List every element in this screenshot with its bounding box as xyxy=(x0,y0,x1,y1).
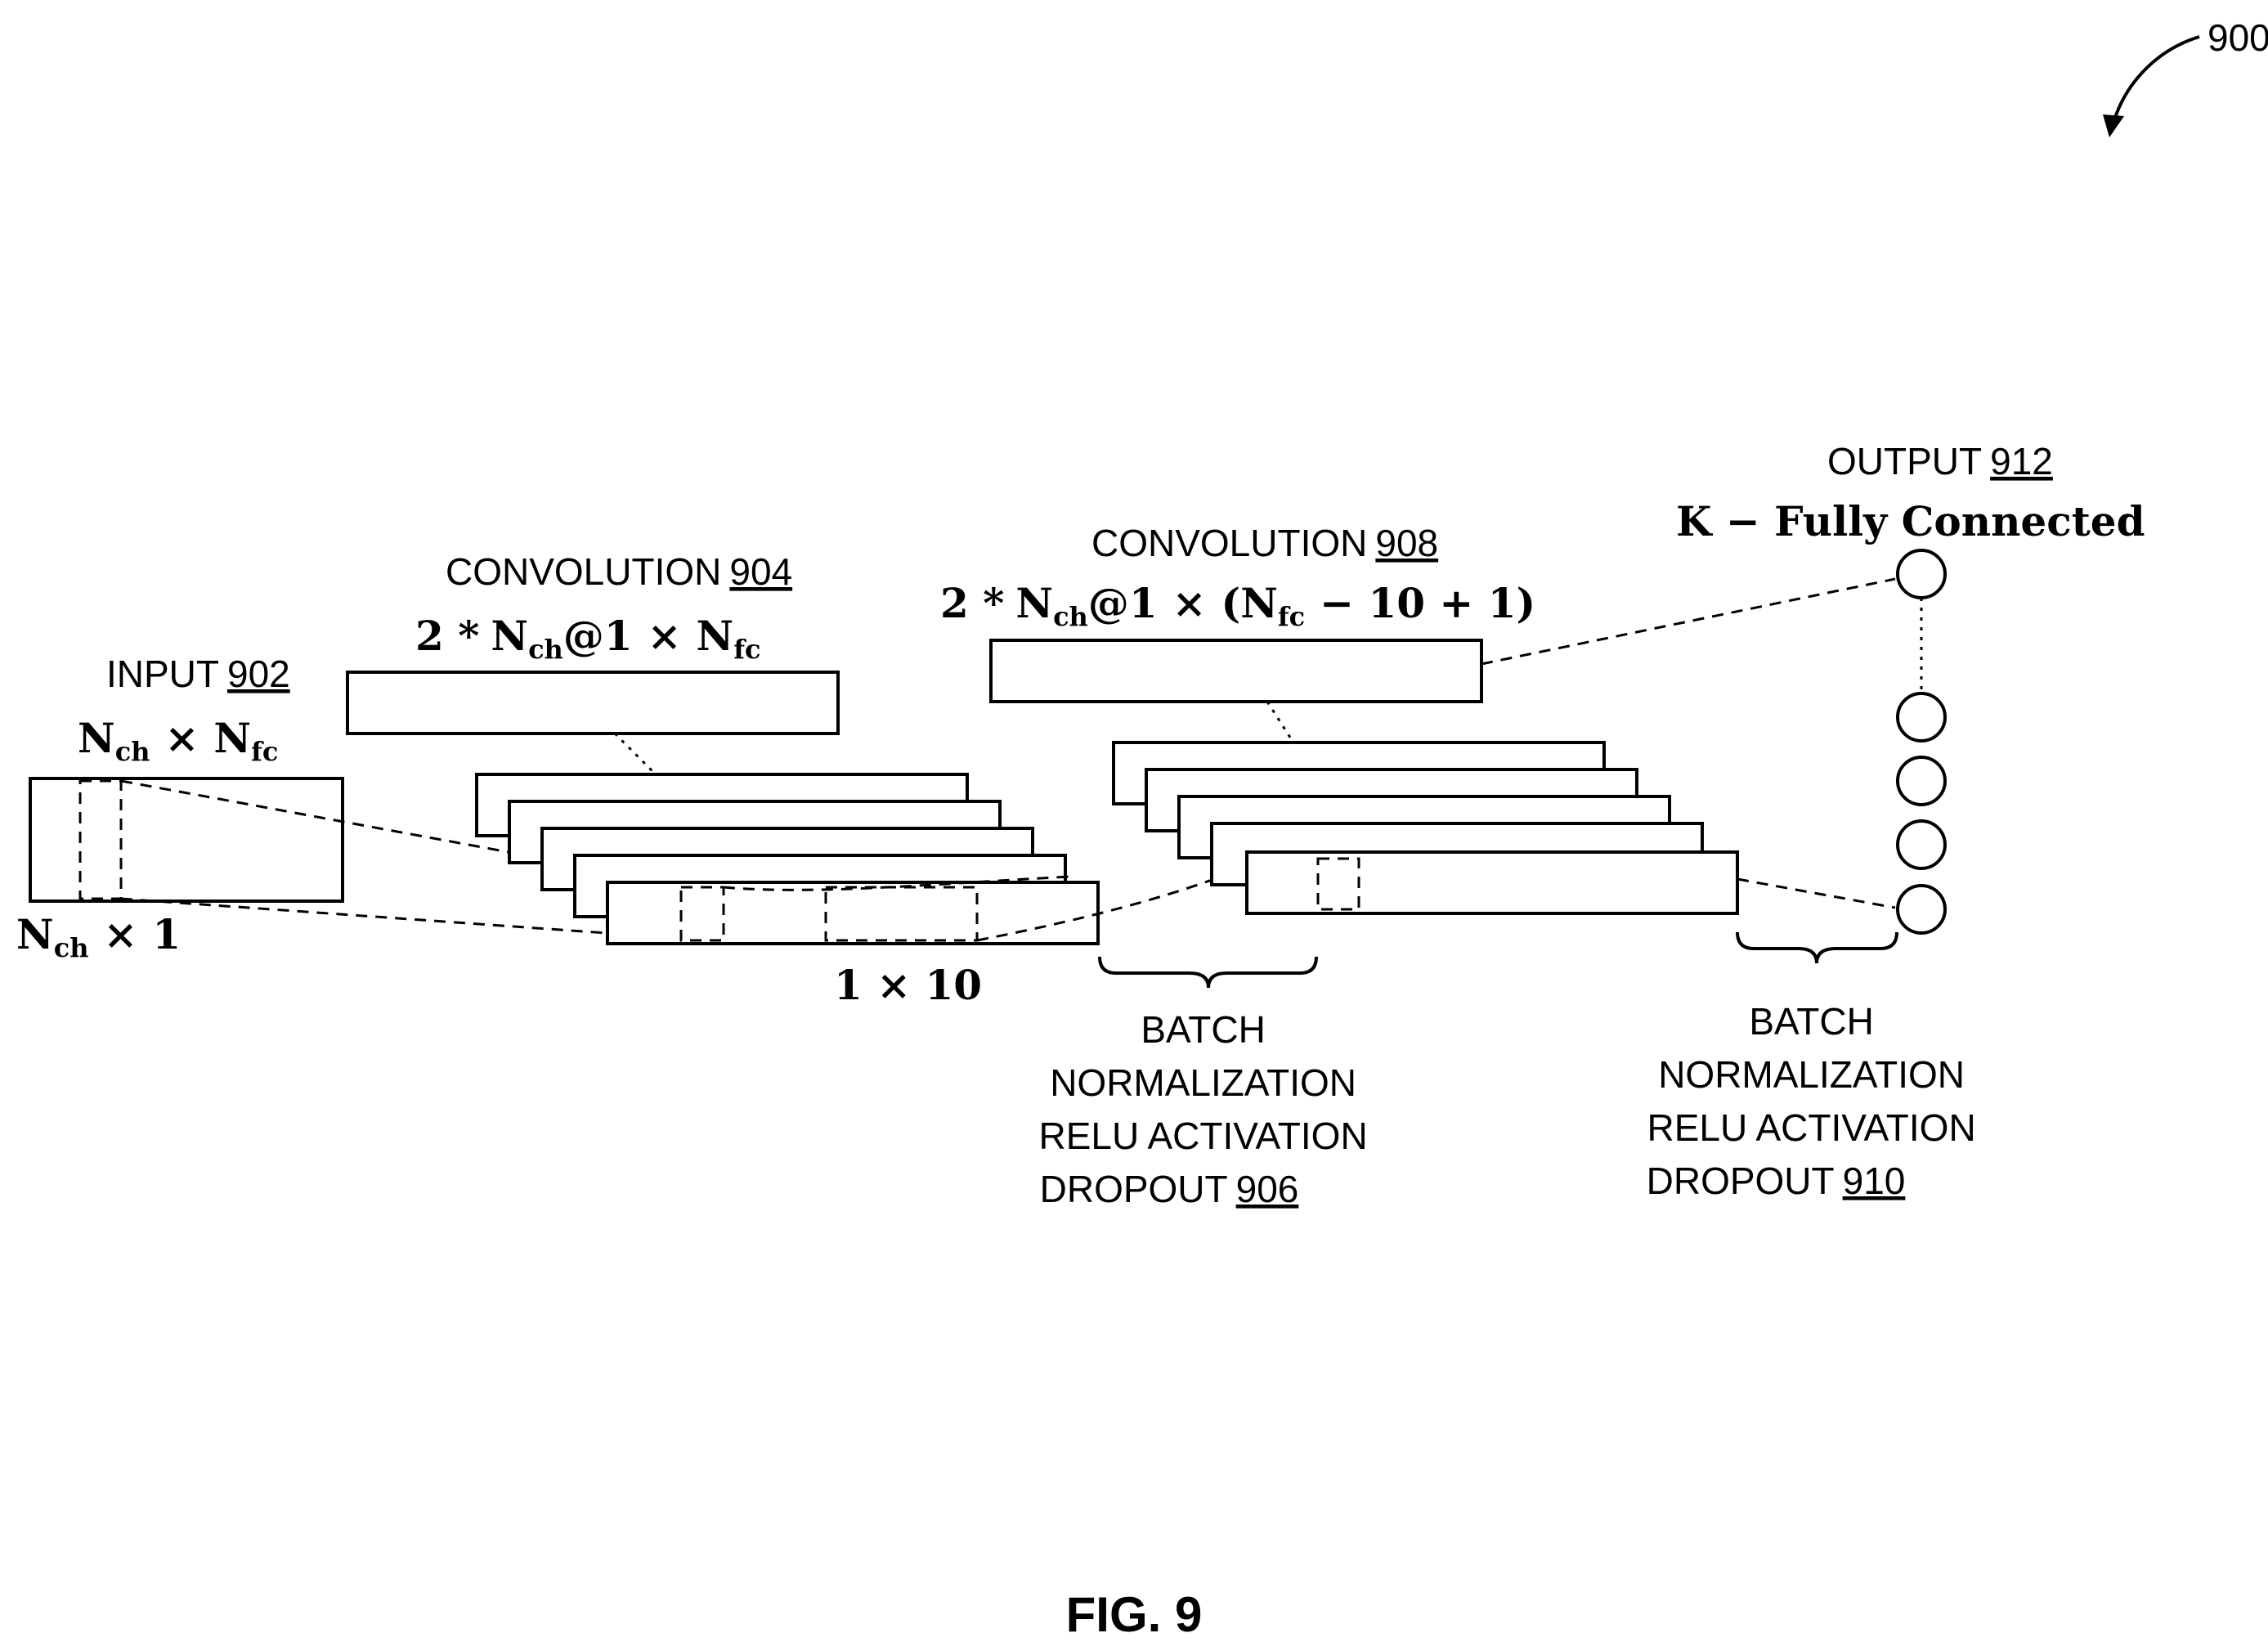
output-node-2 xyxy=(1898,693,1945,741)
conv2-label: CONVOLUTION908 xyxy=(1091,522,1438,564)
figure-caption: FIG. 9 xyxy=(1066,1587,1203,1642)
bn2-block: BATCH NORMALIZATION RELU ACTIVATION DROP… xyxy=(1647,1000,1987,1202)
input-label: INPUT902 xyxy=(106,653,290,695)
conv1-connector-dotted xyxy=(615,734,654,773)
projection-line-conv2-bottom xyxy=(1737,879,1895,908)
conv1-output-box xyxy=(347,672,838,734)
conv2-size-formula: 2 *Nch@1×(Nfc− 10 + 1) xyxy=(940,579,1535,632)
output-node-5 xyxy=(1898,886,1945,933)
figure-ref-number: 900 xyxy=(2207,16,2268,59)
bn1-block: BATCH NORMALIZATION RELU ACTIVATION DROP… xyxy=(1039,1008,1378,1210)
conv2-output-box xyxy=(991,640,1481,702)
bn1-brace xyxy=(1100,957,1316,988)
conv2-connector-dotted xyxy=(1267,702,1292,740)
input-matrix-box xyxy=(30,778,343,901)
conv1-label: CONVOLUTION904 xyxy=(446,550,792,593)
output-desc: K − Fully Connected xyxy=(1676,497,2145,545)
conv1-size-formula: 2 *Nch@1×Nfc xyxy=(415,612,760,665)
output-node-1 xyxy=(1898,550,1945,598)
output-label: OUTPUT912 xyxy=(1827,440,2053,482)
input-size-formula: Nch×Nfc xyxy=(78,714,278,767)
projection-line-conv2-top xyxy=(1481,579,1895,664)
figure-ref-arrowhead xyxy=(2103,114,2124,137)
output-node-4 xyxy=(1898,821,1945,868)
conv1-kernel-size: 1 × 10 xyxy=(834,961,982,1009)
figure-ref-arrow xyxy=(2113,37,2199,123)
conv2-feature-map-5 xyxy=(1247,852,1737,913)
output-node-3 xyxy=(1898,757,1945,805)
input-window-formula: Nch×1 xyxy=(16,910,181,963)
bn2-brace xyxy=(1737,932,1897,963)
